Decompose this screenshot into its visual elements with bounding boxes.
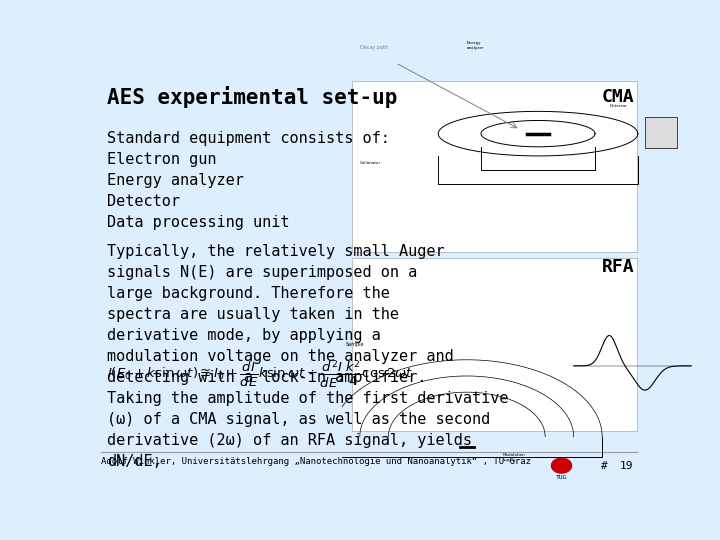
Text: Standard equipment consists of:
Electron gun
Energy analyzer
Detector
Data proce: Standard equipment consists of: Electron…: [107, 131, 390, 231]
Bar: [352, 82, 636, 252]
Text: Collimator: Collimator: [360, 161, 381, 165]
Text: Typically, the relatively small Auger
signals N(E) are superimposed on a
large b: Typically, the relatively small Auger si…: [107, 244, 454, 384]
Text: AES experimental set-up: AES experimental set-up: [107, 85, 397, 107]
Bar: [352, 258, 636, 431]
Text: $I(E_0 + k\sin\omega t) \cong I_0 + \dfrac{dI}{dE}k\sin\omega t - \dfrac{d^2I}{d: $I(E_0 + k\sin\omega t) \cong I_0 + \dfr…: [107, 358, 413, 390]
Text: 19: 19: [620, 461, 634, 471]
Text: #: #: [600, 461, 607, 471]
Text: CMA: CMA: [601, 87, 634, 106]
Text: RFA: RFA: [601, 258, 634, 276]
Text: TUG: TUG: [556, 475, 567, 480]
Bar: [645, 118, 677, 148]
Text: Detector: Detector: [609, 104, 627, 109]
Text: Taking the amplitude of the first derivative
(ω) of a CMA signal, as well as the: Taking the amplitude of the first deriva…: [107, 391, 508, 469]
Text: Modulation
supply: Modulation supply: [503, 454, 525, 462]
Circle shape: [552, 458, 572, 473]
Text: Decay path: Decay path: [360, 45, 388, 50]
Text: Adolf Winkler, Universitätslehrgang „Nanotechnologie und Nanoanalytik“ , TU Graz: Adolf Winkler, Universitätslehrgang „Nan…: [101, 457, 531, 466]
Text: Energy
analyzer: Energy analyzer: [467, 41, 485, 50]
Text: Sample: Sample: [346, 342, 364, 347]
